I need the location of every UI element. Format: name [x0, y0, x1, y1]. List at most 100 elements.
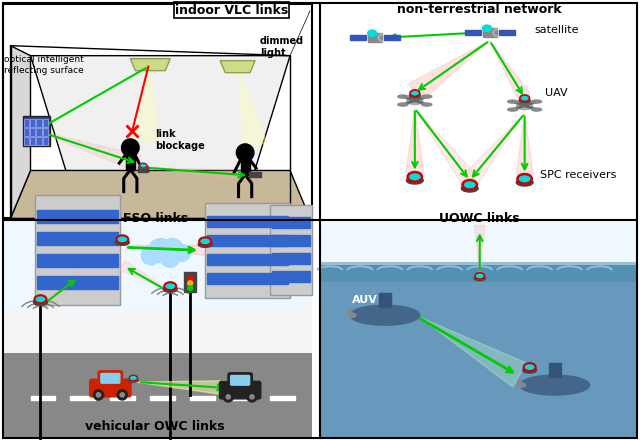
Ellipse shape — [532, 108, 541, 111]
Bar — [31, 396, 56, 400]
Circle shape — [97, 393, 100, 397]
Circle shape — [162, 238, 183, 260]
Polygon shape — [415, 109, 477, 186]
Text: vehicular OWC links: vehicular OWC links — [86, 420, 225, 433]
Bar — [3, 4, 312, 218]
Ellipse shape — [409, 93, 420, 98]
Bar — [320, 220, 637, 265]
Bar — [207, 235, 288, 246]
Polygon shape — [463, 114, 525, 186]
Bar — [43, 136, 49, 144]
Bar — [43, 128, 49, 136]
Ellipse shape — [407, 97, 423, 105]
Circle shape — [141, 246, 161, 265]
Ellipse shape — [116, 235, 129, 243]
Polygon shape — [238, 66, 267, 148]
Bar — [272, 253, 310, 264]
Polygon shape — [10, 170, 310, 218]
Circle shape — [188, 281, 193, 286]
Bar — [24, 118, 29, 127]
Ellipse shape — [348, 313, 356, 317]
Polygon shape — [132, 66, 159, 141]
Ellipse shape — [516, 179, 533, 186]
Bar — [499, 30, 515, 35]
Ellipse shape — [516, 102, 532, 110]
Bar — [30, 136, 35, 144]
Ellipse shape — [520, 95, 529, 101]
FancyBboxPatch shape — [230, 375, 241, 385]
Ellipse shape — [508, 108, 518, 111]
Circle shape — [93, 390, 104, 400]
Polygon shape — [36, 131, 141, 172]
Circle shape — [226, 395, 230, 399]
FancyBboxPatch shape — [110, 374, 120, 383]
Ellipse shape — [475, 273, 484, 279]
Ellipse shape — [398, 103, 408, 106]
Bar — [43, 118, 49, 127]
Ellipse shape — [461, 185, 478, 192]
Polygon shape — [406, 109, 424, 172]
Bar — [150, 396, 175, 400]
Ellipse shape — [198, 242, 212, 247]
Text: UOWC links: UOWC links — [440, 213, 520, 225]
Bar — [190, 396, 215, 400]
Ellipse shape — [350, 305, 420, 325]
Ellipse shape — [463, 180, 477, 190]
Ellipse shape — [410, 90, 420, 96]
Bar — [320, 220, 637, 438]
Ellipse shape — [422, 95, 432, 98]
Ellipse shape — [523, 367, 536, 373]
Bar — [38, 275, 118, 289]
Text: indoor VLC links: indoor VLC links — [175, 4, 288, 17]
Polygon shape — [490, 40, 531, 101]
Bar — [36, 118, 42, 127]
Bar — [483, 28, 497, 37]
Bar — [379, 293, 391, 307]
Bar — [207, 254, 288, 265]
Ellipse shape — [163, 286, 177, 292]
Bar — [207, 273, 288, 284]
Polygon shape — [131, 59, 170, 71]
Bar — [548, 363, 561, 377]
Text: non-terrestrial network: non-terrestrial network — [397, 3, 562, 16]
Ellipse shape — [129, 375, 138, 381]
Ellipse shape — [483, 25, 492, 31]
Ellipse shape — [508, 100, 518, 103]
Polygon shape — [408, 40, 490, 102]
FancyBboxPatch shape — [98, 371, 122, 385]
Bar — [207, 216, 288, 227]
Polygon shape — [420, 317, 527, 387]
Circle shape — [120, 393, 124, 397]
Circle shape — [161, 248, 180, 267]
Bar — [110, 396, 135, 400]
Bar — [272, 217, 310, 228]
Bar — [24, 136, 29, 144]
Bar — [36, 136, 42, 144]
Ellipse shape — [140, 163, 147, 168]
Bar — [22, 116, 51, 146]
Circle shape — [173, 245, 191, 261]
Text: link
blockage: link blockage — [156, 129, 205, 150]
Ellipse shape — [406, 177, 423, 184]
Bar — [38, 253, 118, 267]
Bar — [249, 172, 261, 177]
FancyBboxPatch shape — [228, 373, 252, 387]
Ellipse shape — [164, 282, 176, 290]
Ellipse shape — [199, 237, 211, 246]
Polygon shape — [136, 381, 230, 396]
Text: UAV: UAV — [545, 88, 567, 98]
Ellipse shape — [129, 378, 138, 382]
Circle shape — [148, 238, 172, 263]
Bar — [270, 205, 312, 295]
Bar — [36, 128, 42, 136]
Ellipse shape — [398, 95, 408, 98]
Circle shape — [122, 139, 139, 157]
Polygon shape — [120, 260, 170, 291]
Bar — [3, 220, 312, 310]
Ellipse shape — [474, 276, 485, 281]
Bar — [349, 35, 366, 40]
Bar — [3, 353, 312, 438]
Circle shape — [188, 286, 193, 291]
Text: optical intelligent
reflecting surface: optical intelligent reflecting surface — [4, 55, 83, 75]
Bar — [35, 195, 120, 305]
